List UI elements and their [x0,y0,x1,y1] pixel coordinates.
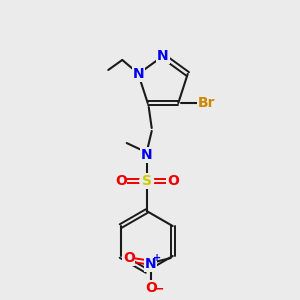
Text: O: O [123,251,135,265]
Text: +: + [153,253,161,263]
Text: N: N [157,49,169,63]
Text: N: N [141,148,152,162]
Text: −: − [153,283,164,296]
Text: N: N [133,67,144,81]
Text: O: O [115,174,127,188]
Text: Br: Br [197,96,215,110]
Text: O: O [167,174,179,188]
Text: O: O [145,281,157,295]
Text: S: S [142,174,152,188]
Circle shape [140,174,154,188]
Text: N: N [145,257,157,271]
